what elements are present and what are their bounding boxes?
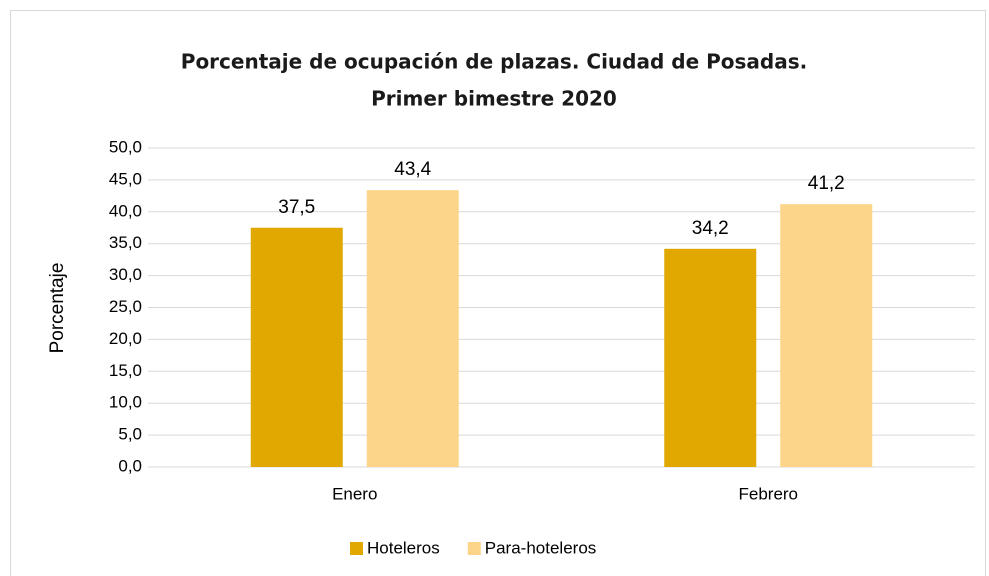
legend-swatch (467, 542, 481, 555)
y-tick-label: 10,0 (109, 393, 142, 412)
y-tick-label: 45,0 (109, 169, 142, 188)
y-axis-label: Porcentaje (47, 263, 68, 354)
data-label: 37,5 (278, 197, 315, 218)
legend-swatch (350, 542, 363, 555)
y-tick-label: 30,0 (109, 265, 142, 284)
y-tick-label: 50,0 (109, 137, 142, 156)
y-tick-label: 15,0 (109, 361, 142, 380)
chart-title: Primer bimestre 2020 (371, 87, 617, 111)
chart-title: Porcentaje de ocupación de plazas. Ciuda… (181, 50, 807, 74)
y-tick-label: 25,0 (109, 297, 142, 316)
data-label: 41,2 (808, 173, 845, 194)
bar (250, 227, 343, 467)
bar (780, 204, 873, 468)
data-label: 34,2 (692, 218, 729, 239)
y-tick-label: 20,0 (109, 329, 142, 348)
bar (664, 248, 757, 467)
x-tick-label: Enero (332, 484, 377, 503)
legend-label: Hoteleros (367, 538, 440, 557)
data-label: 43,4 (394, 159, 431, 180)
y-tick-label: 35,0 (109, 233, 142, 252)
y-tick-label: 0,0 (118, 456, 142, 475)
x-tick-label: Febrero (738, 484, 798, 503)
bar (366, 190, 459, 467)
y-tick-label: 40,0 (109, 201, 142, 220)
legend-label: Para-hoteleros (485, 538, 597, 557)
y-tick-label: 5,0 (118, 425, 142, 444)
